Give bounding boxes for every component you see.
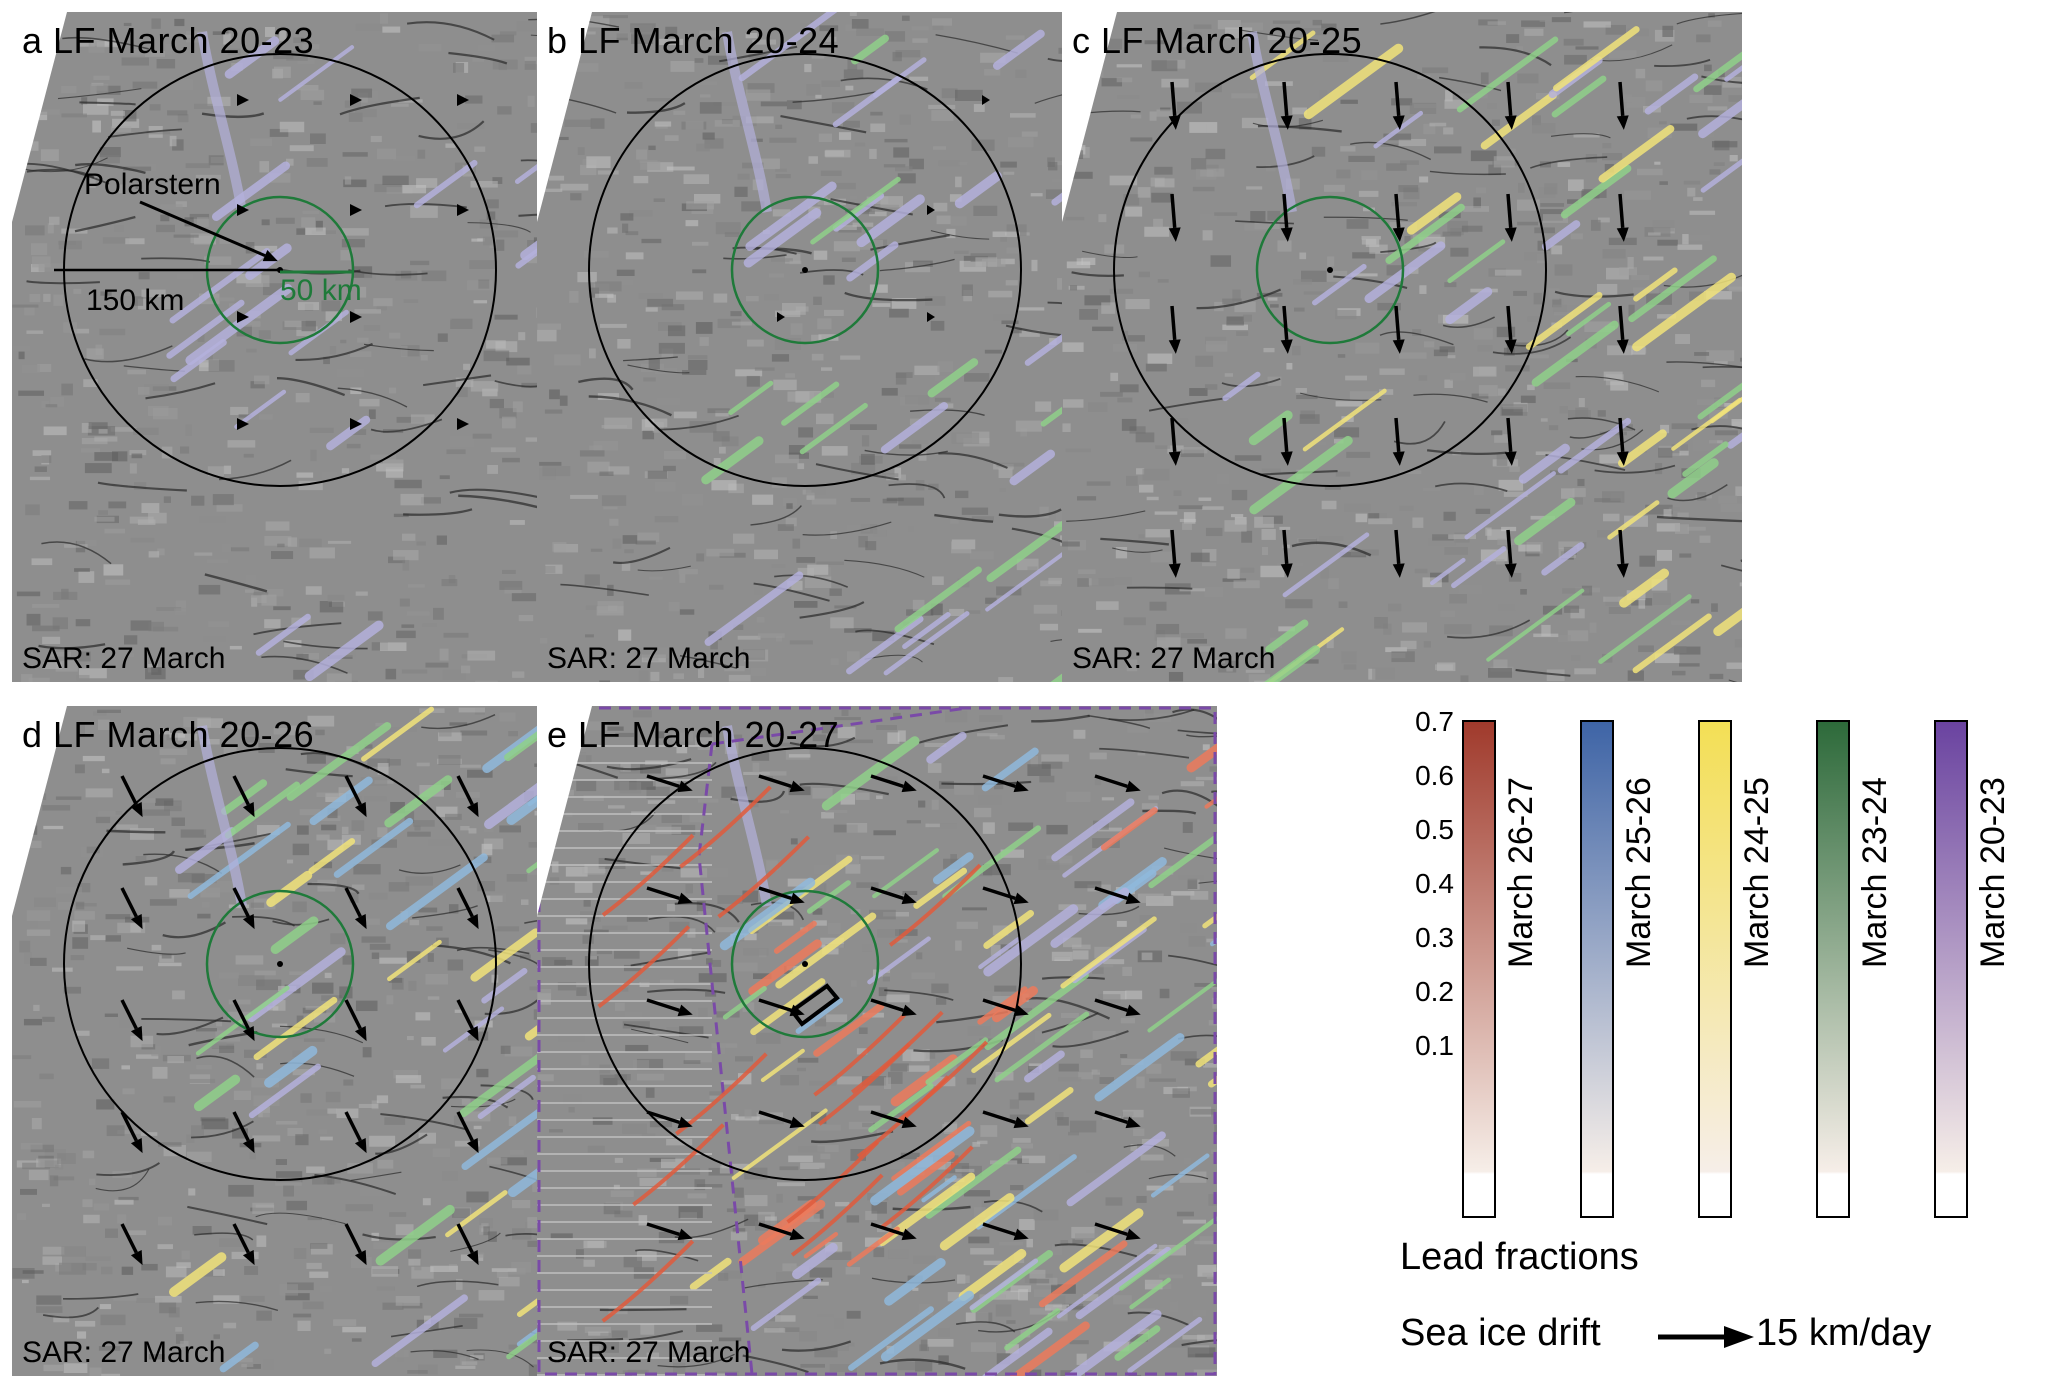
inner-radius-label: 50 km — [280, 274, 362, 307]
colorbar-march-24-25 — [1698, 720, 1732, 1218]
outer-radius-label: 150 km — [86, 284, 185, 317]
sar-map-e — [537, 706, 1217, 1376]
lead-fractions-label: Lead fractions — [1400, 1236, 1639, 1278]
sar-date-a: SAR: 27 March — [22, 642, 226, 675]
sar-date-e: SAR: 27 March — [547, 1336, 751, 1369]
colorbar-label-march-20-23: March 20-23 — [1974, 777, 2012, 968]
colorbar-tick-0.2: 0.2 — [1415, 976, 1454, 1007]
sar-date-b: SAR: 27 March — [547, 642, 751, 675]
colorbar-march-23-24 — [1816, 720, 1850, 1218]
map-panel-c: c LF March 20-25 SAR: 27 March — [1062, 12, 1742, 682]
colorbar-march-25-26 — [1580, 720, 1614, 1218]
sar-date-c: SAR: 27 March — [1072, 642, 1276, 675]
panel-title-d: d LF March 20-26 — [22, 714, 315, 755]
sea-ice-drift-label: Sea ice drift — [1400, 1312, 1601, 1354]
panel-title-c: c LF March 20-25 — [1072, 20, 1363, 61]
colorbar-tick-0.1: 0.1 — [1415, 1030, 1454, 1061]
colorbar-label-march-26-27: March 26-27 — [1502, 777, 1540, 968]
colorbar-label-march-25-26: March 25-26 — [1620, 777, 1658, 968]
colorbar-label-march-23-24: March 23-24 — [1856, 777, 1894, 968]
panel-title-e: e LF March 20-27 — [547, 714, 840, 755]
colorbar-march-20-23 — [1934, 720, 1968, 1218]
colorbar-tick-0.3: 0.3 — [1415, 922, 1454, 953]
panel-title-a: a LF March 20-23 — [22, 20, 315, 61]
drift-scale-arrow-icon — [1658, 1326, 1754, 1348]
legend: 0.7 0.6 0.5 0.4 0.3 0.2 0.1 March 26-27 … — [1400, 700, 2060, 1380]
colorbar-march-26-27: 0.7 0.6 0.5 0.4 0.3 0.2 0.1 — [1415, 706, 1496, 1218]
map-panel-e: e LF March 20-27 SAR: 27 March — [537, 706, 1217, 1376]
colorbar-tick-0.6: 0.6 — [1415, 760, 1454, 791]
colorbar-label-march-24-25: March 24-25 — [1738, 777, 1776, 968]
sar-map-c — [1062, 12, 1742, 682]
colorbar-tick-0.5: 0.5 — [1415, 814, 1454, 845]
polarstern-label: Polarstern — [84, 168, 221, 201]
sar-date-d: SAR: 27 March — [22, 1336, 226, 1369]
colorbar-tick-0.4: 0.4 — [1415, 868, 1454, 899]
drift-scale-label: 15 km/day — [1756, 1312, 1932, 1354]
panel-title-b: b LF March 20-24 — [547, 20, 840, 61]
colorbar-tick-0.7: 0.7 — [1415, 706, 1454, 737]
